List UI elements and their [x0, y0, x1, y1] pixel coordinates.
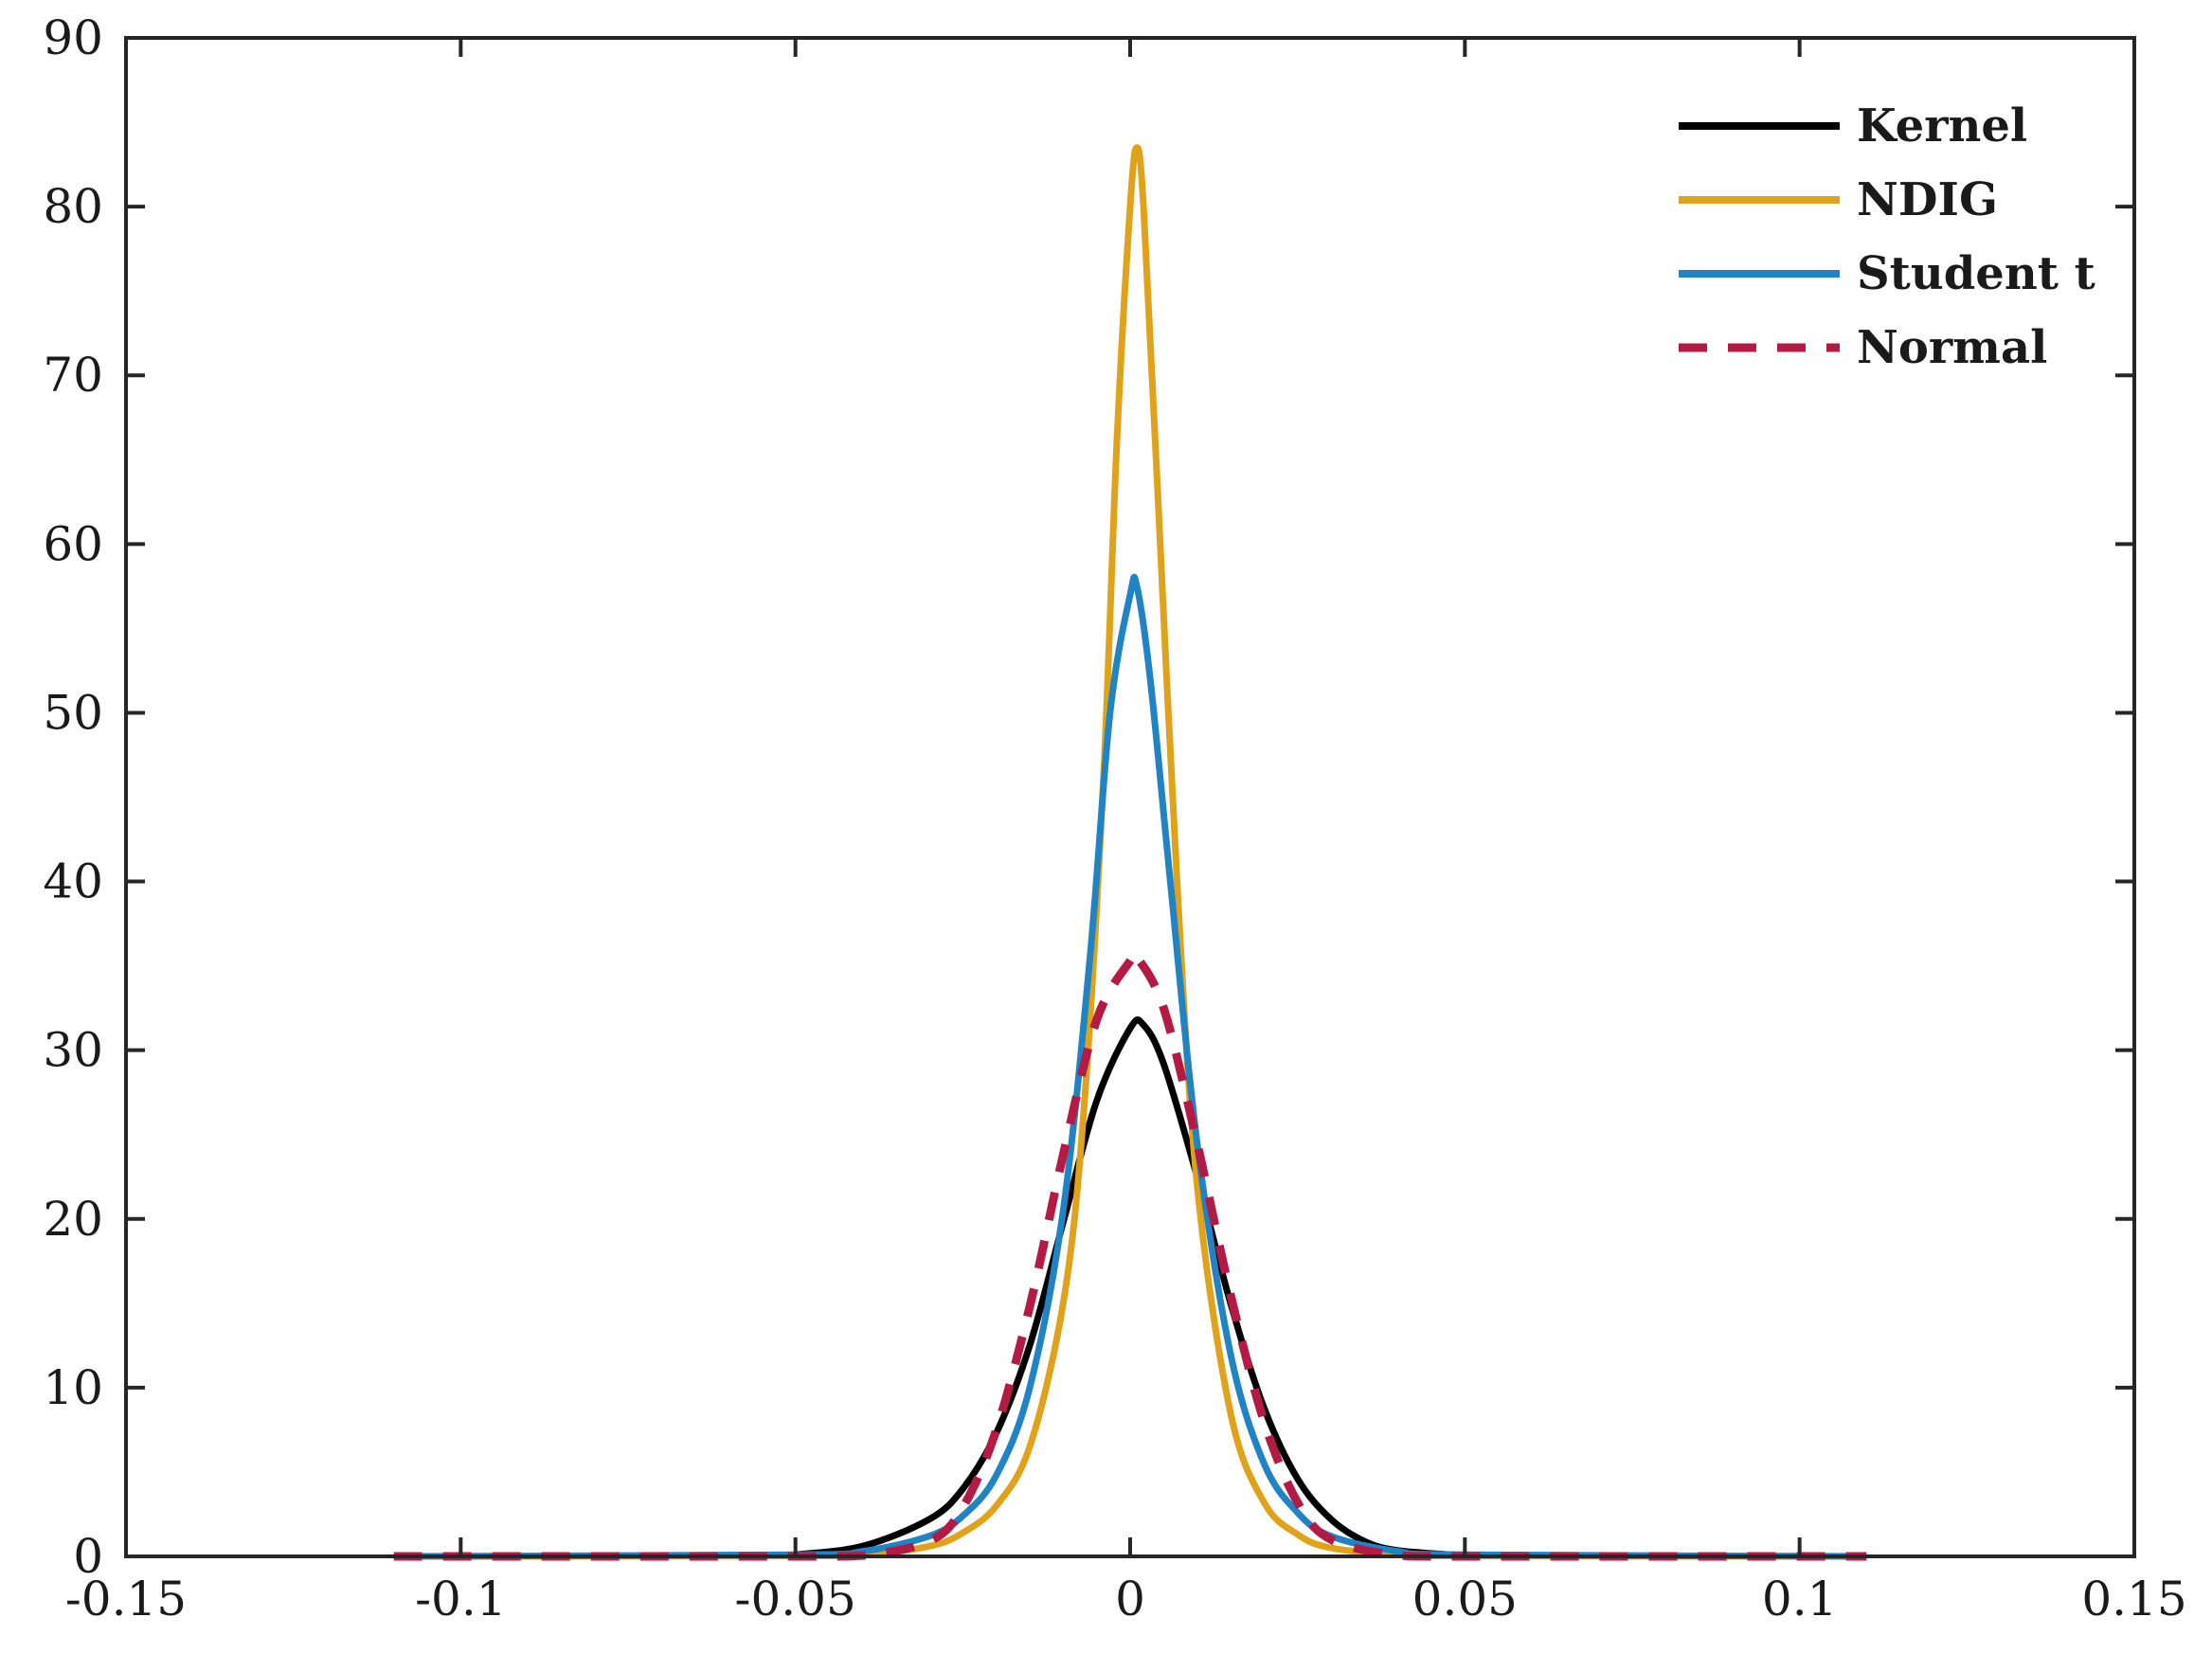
x-tick-label: -0.1 — [415, 1572, 506, 1626]
y-tick-label: 90 — [43, 10, 103, 65]
x-tick-label: 0.05 — [1412, 1572, 1518, 1626]
y-tick-label: 40 — [43, 854, 103, 909]
y-tick-label: 20 — [43, 1192, 103, 1247]
legend-label-kernel: Kernel — [1857, 99, 2027, 153]
legend-label-ndig: NDIG — [1857, 173, 1998, 226]
series-line-kernel — [795, 1015, 1466, 1559]
y-tick-label: 0 — [73, 1529, 103, 1584]
y-tick-label: 50 — [43, 685, 103, 740]
series-line-normal — [393, 947, 1867, 1561]
x-tick-label: -0.05 — [735, 1572, 856, 1626]
legend: Kernel NDIG Student t Normal — [1679, 99, 2095, 374]
x-tick-label: -0.15 — [65, 1572, 187, 1626]
legend-label-normal: Normal — [1857, 321, 2047, 374]
series-layer — [393, 144, 1867, 1561]
x-tick-label: 0.1 — [1762, 1572, 1838, 1626]
y-tick-label: 70 — [43, 348, 103, 403]
x-tick-label: 0.15 — [2081, 1572, 2186, 1626]
axes-layer: -0.15 -0.1 -0.05 0 0.05 0.1 0.15 0 10 20 30 40 50 60 7… — [43, 10, 2186, 1626]
x-tick-label: 0 — [1115, 1572, 1145, 1626]
y-tick-label: 10 — [43, 1360, 103, 1415]
y-tick-label: 80 — [43, 179, 103, 234]
y-tick-label: 30 — [43, 1023, 103, 1078]
series-line-ndig — [393, 144, 1867, 1560]
legend-label-student-t: Student t — [1857, 247, 2095, 300]
y-tick-label: 60 — [43, 516, 103, 571]
